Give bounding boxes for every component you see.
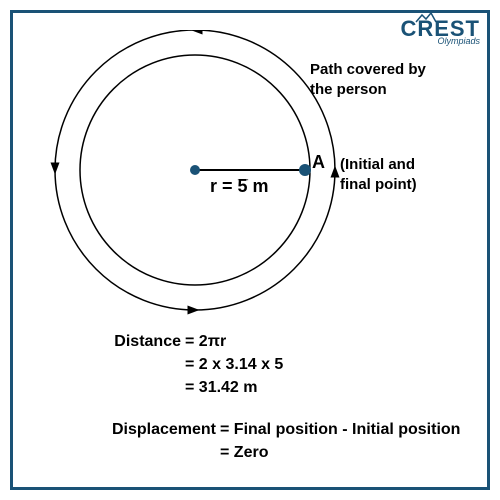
initial-final-label: (Initial and final point) xyxy=(340,155,417,194)
distance-substitution: = 2 x 3.14 x 5 xyxy=(185,353,283,376)
mountain-icon xyxy=(414,13,438,23)
path-label: Path covered by the person xyxy=(310,60,426,99)
distance-row-2: = 2 x 3.14 x 5 xyxy=(55,353,460,376)
displacement-result: = Zero xyxy=(220,444,268,461)
distance-row-3: = 31.42 m xyxy=(55,376,460,399)
radius-label: _ r = 5 m xyxy=(210,176,269,197)
outer-arc-2 xyxy=(55,30,195,170)
displacement-row-1: Displacement= Final position - Initial p… xyxy=(55,418,460,441)
displacement-block: Displacement= Final position - Initial p… xyxy=(55,418,460,464)
initial-final-text: (Initial and final point) xyxy=(340,156,417,193)
displacement-row-2: = Zero xyxy=(55,441,460,464)
distance-row-1: Distance = 2πr xyxy=(55,330,460,353)
point-a-dot xyxy=(299,164,311,176)
outer-arc-3 xyxy=(55,170,195,310)
point-a-label: A xyxy=(312,152,325,173)
distance-label: Distance xyxy=(55,330,185,353)
circular-motion-diagram: Path covered by the person A (Initial an… xyxy=(30,30,470,320)
distance-result: = 31.42 m xyxy=(185,376,258,399)
outer-arc-1 xyxy=(195,30,335,170)
center-point xyxy=(190,165,200,175)
radius-bar: _ xyxy=(238,162,248,183)
displacement-formula: = Final position - Initial position xyxy=(220,421,460,438)
calculations-block: Distance = 2πr = 2 x 3.14 x 5 = 31.42 m … xyxy=(55,330,460,464)
path-label-text: Path covered by the person xyxy=(310,61,426,98)
displacement-label: Displacement xyxy=(55,418,220,441)
distance-formula: = 2πr xyxy=(185,330,226,353)
